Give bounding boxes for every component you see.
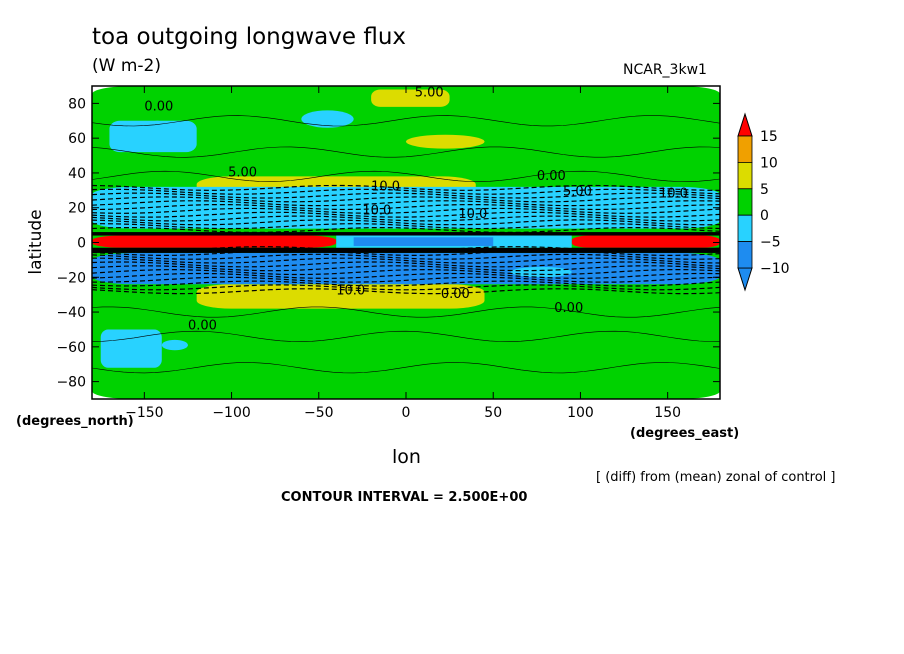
contour-label: 0.00 — [537, 169, 566, 184]
field-region — [371, 89, 450, 107]
contour-line — [92, 288, 720, 295]
x-tick-label: 150 — [654, 405, 681, 421]
y-tick-label: 0 — [77, 236, 86, 252]
contour-line — [92, 146, 720, 158]
y-tick-label: 60 — [68, 131, 86, 147]
contour-line — [92, 207, 720, 214]
contour-line — [92, 188, 720, 195]
contour-line — [92, 249, 720, 257]
contour-label: 10.0 — [659, 186, 688, 201]
colorbar-segment — [737, 135, 753, 163]
colorbar-label: 5 — [760, 182, 769, 198]
contour-line — [92, 253, 720, 260]
contour-line — [92, 330, 720, 342]
contour-line — [92, 257, 720, 264]
y-tick-label: −80 — [56, 375, 86, 391]
contour-line — [92, 170, 720, 182]
x-tick-label: 0 — [402, 405, 411, 421]
contour-label: 10.0 — [362, 204, 391, 219]
contour-interval: CONTOUR INTERVAL = 2.500E+00 — [281, 490, 528, 505]
contour-label: 0.00 — [441, 287, 470, 302]
contour-label: 0.00 — [554, 301, 583, 316]
colorbar-segment — [737, 112, 753, 137]
colorbar-label: −10 — [760, 261, 790, 277]
contour-label: 5.00 — [228, 165, 257, 180]
contour-line — [92, 211, 720, 218]
x-tick-label: 50 — [484, 405, 502, 421]
contour-line — [92, 246, 720, 253]
contour-label: 0.00 — [144, 99, 173, 114]
contour-line — [92, 261, 720, 268]
contour-line — [92, 272, 720, 279]
field-region — [92, 252, 720, 285]
contour-line — [92, 276, 720, 283]
field-region — [353, 237, 494, 246]
colorbar-label: 0 — [760, 208, 769, 224]
contour-label: 10.0 — [458, 207, 487, 222]
contour-line — [92, 204, 720, 211]
colorbar-segment — [737, 241, 753, 269]
contour-line — [92, 284, 720, 291]
contour-line — [92, 219, 720, 226]
x-tick-label: 100 — [567, 405, 594, 421]
field-region — [144, 120, 171, 142]
dense-contour-band — [92, 247, 720, 253]
contour-label: 10.0 — [371, 179, 400, 194]
contour-line — [92, 362, 720, 374]
contour-line — [92, 223, 720, 230]
y-tick-label: −40 — [56, 305, 86, 321]
y-tick-label: −60 — [56, 340, 86, 356]
contour-line — [92, 227, 720, 233]
y-axis-units: (degrees_north) — [16, 414, 134, 429]
contour-line — [92, 115, 720, 127]
x-axis-units: (degrees_east) — [630, 426, 740, 441]
y-tick-label: −20 — [56, 270, 86, 286]
x-tick-label: −150 — [125, 405, 163, 421]
contour-line — [92, 306, 720, 318]
contour-line — [92, 200, 720, 207]
colorbar-segment — [737, 161, 753, 190]
contour-line — [92, 280, 720, 287]
colorbar-label: −5 — [760, 235, 781, 251]
field-region — [100, 329, 162, 368]
contour-label: 5.00 — [563, 185, 592, 200]
colorbar-label: 10 — [760, 155, 778, 171]
field-region — [92, 235, 337, 248]
colorbar-segment — [737, 214, 753, 242]
x-axis-label: lon — [392, 446, 421, 468]
y-tick-label: 40 — [68, 166, 86, 182]
chart-units: (W m-2) — [92, 56, 161, 76]
field-region — [301, 110, 354, 128]
contour-line — [92, 268, 720, 276]
colorbar-segment — [737, 267, 753, 292]
colorbar-segment — [737, 188, 753, 216]
y-tick-label: 20 — [68, 201, 86, 217]
colorbar-label: 15 — [760, 129, 778, 145]
contour-line — [92, 184, 720, 191]
x-tick-label: −50 — [304, 405, 334, 421]
y-tick-label: 80 — [68, 96, 86, 112]
contour-line — [92, 196, 720, 203]
difference-note: [ (diff) from (mean) zonal of control ] — [596, 470, 836, 485]
contour-label: 10.0 — [336, 284, 365, 299]
field-region — [571, 235, 720, 248]
contour-label: 5.00 — [415, 85, 444, 100]
chart-title: toa outgoing longwave flux — [92, 24, 407, 50]
contour-line — [92, 265, 720, 272]
dense-contour-band — [92, 232, 720, 236]
model-label: NCAR_3kw1 — [623, 62, 707, 78]
contour-label: 0.00 — [188, 318, 217, 333]
x-tick-label: −100 — [212, 405, 250, 421]
contour-line — [92, 215, 720, 222]
contour-line — [92, 192, 720, 199]
field-region — [161, 339, 188, 351]
field-region — [406, 134, 485, 149]
